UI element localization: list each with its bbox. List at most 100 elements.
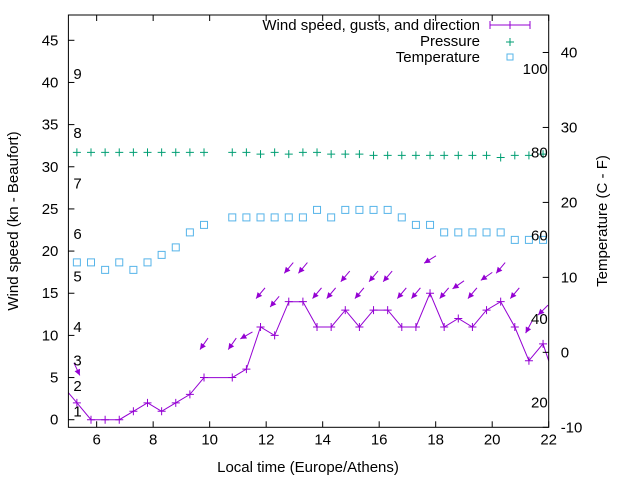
pressure-point	[143, 148, 152, 157]
pressure-point	[355, 150, 364, 159]
temperature-point	[157, 250, 166, 259]
temperature-point	[411, 220, 420, 229]
arrow-head	[312, 292, 319, 299]
beaufort-label: 8	[73, 125, 81, 142]
wind-direction-arrow	[525, 320, 533, 334]
wind-speed-point	[200, 373, 209, 382]
y2-tick-label: -10	[561, 419, 583, 436]
wind-speed-point	[298, 297, 307, 306]
temperature-point	[298, 213, 307, 222]
wind-direction-arrow	[340, 270, 351, 283]
arrow-head	[298, 266, 305, 274]
fahrenheit-label: 60	[531, 228, 548, 245]
wind-direction-arrow	[537, 304, 549, 316]
pressure-point	[524, 151, 533, 160]
wind-speed-point	[284, 297, 293, 306]
pressure-point	[200, 148, 209, 157]
legend-temperature-label: Temperature	[396, 49, 480, 66]
arrow-head	[439, 292, 446, 299]
beaufort-label: 4	[73, 319, 81, 336]
x-tick-label: 8	[149, 431, 157, 448]
y-axis-label: Wind speed (kn - Beaufort)	[5, 131, 22, 310]
temperature-point	[454, 228, 463, 237]
pressure-point	[228, 148, 237, 157]
y2-tick-label: 10	[561, 269, 578, 286]
beaufort-label: 1	[73, 403, 81, 420]
pressure-point	[369, 151, 378, 160]
wind-direction-arrow	[368, 270, 379, 283]
pressure-point	[129, 148, 138, 157]
wind-direction-arrow	[227, 337, 237, 350]
y-tick-label: 45	[42, 32, 59, 49]
x-tick-label: 6	[92, 431, 100, 448]
pressure-point	[539, 150, 548, 159]
wind-direction-arrow	[495, 262, 506, 274]
temperature-point	[228, 213, 237, 222]
wind-speed-point	[539, 339, 548, 348]
wind-speed-point	[101, 415, 110, 424]
pressure-point	[383, 151, 392, 160]
x-tick-label: 10	[201, 431, 218, 448]
pressure-point	[440, 151, 449, 160]
temperature-point	[383, 205, 392, 214]
y-tick-label: 40	[42, 74, 59, 91]
wind-speed-point	[397, 322, 406, 331]
wind-direction-arrow	[199, 337, 209, 350]
plot-area	[68, 148, 549, 424]
x-tick-label: 18	[427, 431, 444, 448]
y-tick-label: 25	[42, 201, 59, 218]
arrow-head	[510, 292, 517, 299]
wind-direction-arrow	[452, 280, 465, 290]
pressure-point	[284, 150, 293, 159]
temperature-point	[397, 213, 406, 222]
beaufort-label: 3	[73, 353, 81, 370]
wind-speed-point	[228, 373, 237, 382]
wind-speed-point	[454, 314, 463, 323]
pressure-point	[468, 151, 477, 160]
wind-speed-point	[496, 297, 505, 306]
temperature-point	[115, 258, 124, 267]
pressure-point	[270, 148, 279, 157]
arrow-head	[452, 282, 460, 289]
pressure-point	[171, 148, 180, 157]
temperature-point	[200, 220, 209, 229]
wind-speed-point	[440, 322, 449, 331]
wind-direction-arrow	[255, 287, 266, 299]
temperature-point	[143, 258, 152, 267]
wind-speed-line	[68, 291, 549, 421]
legend-pressure-label: Pressure	[420, 33, 480, 50]
wind-speed-point	[355, 322, 364, 331]
temperature-point	[482, 228, 491, 237]
y-tick-label: 5	[50, 370, 58, 387]
wind-direction-arrow	[382, 270, 393, 283]
temperature-point	[129, 265, 138, 274]
x-tick-label: 16	[371, 431, 388, 448]
beaufort-label: 9	[73, 66, 81, 83]
wind-direction-arrow	[439, 287, 450, 299]
arrow-head	[383, 275, 390, 282]
wind-speed-point	[171, 398, 180, 407]
x-tick-label: 22	[540, 431, 557, 448]
y2-tick-label: 30	[561, 119, 578, 136]
wind-speed-point	[185, 390, 194, 399]
arrow-head	[480, 274, 488, 281]
wind-direction-arrow	[467, 287, 478, 299]
wind-direction-arrow	[354, 287, 365, 299]
wind-speed-point	[242, 365, 251, 374]
wind-speed-point	[482, 306, 491, 315]
wind-speed-point	[270, 331, 279, 340]
wind-speed-point	[143, 398, 152, 407]
y2-tick-label: 0	[561, 344, 569, 361]
beaufort-label: 7	[73, 176, 81, 193]
pressure-point	[454, 151, 463, 160]
wind-speed-point	[411, 322, 420, 331]
pressure-point	[482, 151, 491, 160]
y2-tick-label: 40	[561, 44, 578, 61]
wind-speed-point	[256, 322, 265, 331]
arrow-head	[74, 368, 81, 376]
wind-direction-arrow	[326, 287, 337, 299]
arrow-head	[354, 292, 362, 299]
legend-temperature-marker	[506, 53, 514, 61]
legend-wind-label: Wind speed, gusts, and direction	[262, 17, 480, 34]
pressure-point	[341, 150, 350, 159]
